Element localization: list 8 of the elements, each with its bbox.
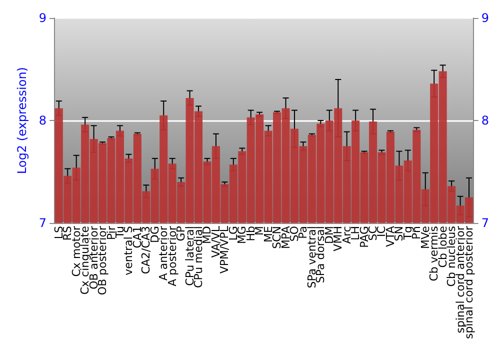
y2-tick-label: 7: [481, 216, 490, 230]
y2-tick-label: 9: [481, 11, 490, 25]
y-tick-label: 7: [38, 216, 47, 230]
y-axis-title: Log2 (expression): [15, 67, 29, 174]
y-tick-label: 8: [38, 114, 47, 128]
y2-tick-label: 8: [481, 114, 490, 128]
y-tick-label: 9: [38, 11, 47, 25]
x-tick-label: OB posterior: [96, 226, 110, 296]
